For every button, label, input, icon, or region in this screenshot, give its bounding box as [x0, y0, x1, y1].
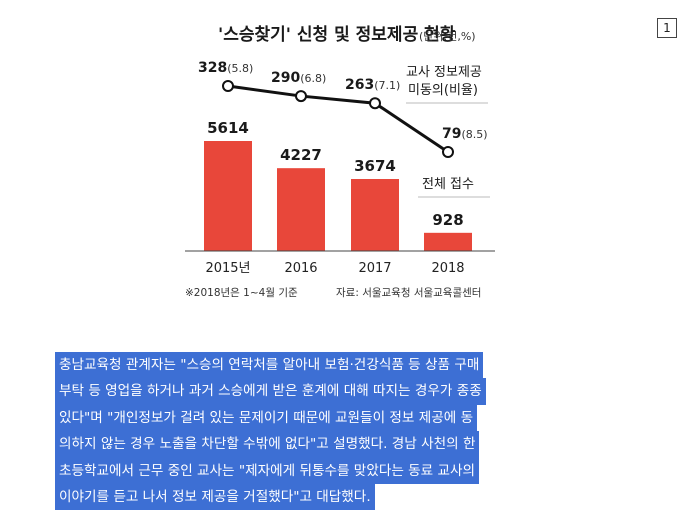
chart-source: 자료: 서울교육청 서울교육콜센터: [336, 287, 481, 299]
line-value-label: 328(5.8): [198, 60, 253, 76]
line-point: [222, 80, 234, 92]
line-point: [442, 146, 454, 158]
chart-svg: '스승찾기' 신청 및 정보제공 현황 (단위:건,%) 5614 4227 367…: [185, 24, 495, 299]
line-layer: 328(5.8) 290(6.8) 263(7.1) 79(8.5): [198, 60, 488, 158]
line-ratio: (5.8): [227, 62, 253, 75]
article-line: 이야기를 듣고 나서 정보 제공을 거절했다"고 대답했다.: [55, 483, 375, 511]
line-value-label: 79(8.5): [442, 126, 488, 142]
legend-line-label-1: 교사 정보제공: [406, 65, 482, 80]
x-tick-labels: 2015년 2016 2017 2018: [205, 261, 464, 276]
line-value: 79: [442, 126, 461, 142]
line-value-label: 263(7.1): [345, 77, 400, 93]
article-line: 의하지 않는 경우 노출을 차단할 수밖에 없다"고 설명했다. 경남 사천의 …: [55, 431, 480, 458]
bar: [424, 232, 472, 251]
x-tick-label: 2018: [431, 261, 464, 276]
x-tick-label: 2015년: [205, 261, 250, 276]
x-tick-label: 2016: [284, 261, 317, 276]
line-value: 290: [271, 70, 300, 86]
bar-value-label: 5614: [207, 119, 249, 137]
bar: [277, 168, 325, 251]
chart-footnote: ※2018년은 1~4월 기준: [185, 287, 298, 299]
page-number-badge: 1: [657, 18, 677, 38]
bars-layer: 5614 4227 3674 928: [204, 119, 472, 251]
article-line: 초등학교에서 근무 중인 교사는 "제자에게 뒤통수를 맞았다는 동료 교사의: [55, 457, 480, 484]
chart-title: '스승찾기' 신청 및 정보제공 현황: [218, 24, 456, 45]
line-ratio: (7.1): [374, 79, 400, 92]
bar-value-label: 3674: [354, 157, 396, 175]
line-point: [369, 97, 381, 110]
x-tick-label: 2017: [358, 261, 391, 276]
bar: [351, 179, 399, 251]
bar-value-label: 928: [432, 211, 463, 229]
article-line: 충남교육청 관계자는 "스승의 연락처를 알아내 보험·건강식품 등 상품 구매: [55, 352, 484, 379]
bar-value-label: 4227: [280, 146, 322, 164]
bar: [204, 141, 252, 251]
article-line: 부탁 등 영업을 하거나 과거 스승에게 받은 훈계에 대해 따지는 경우가 종…: [55, 378, 486, 405]
line-ratio: (6.8): [300, 72, 326, 85]
legend-line-label-2: 미동의(비율): [408, 83, 478, 98]
article-line: 있다"며 "개인정보가 걸려 있는 문제이기 때문에 교원들이 정보 제공에 동: [55, 404, 478, 432]
line-value: 263: [345, 77, 374, 93]
line-ratio: (8.5): [461, 128, 487, 141]
legend-bar-label: 전체 접수: [422, 177, 474, 192]
line-point: [295, 90, 307, 103]
line-value-label: 290(6.8): [271, 70, 326, 86]
article-text: 충남교육청 관계자는 "스승의 연락처를 알아내 보험·건강식품 등 상품 구매…: [55, 352, 635, 511]
chart-container: '스승찾기' 신청 및 정보제공 현황 (단위:건,%) 5614 4227 367…: [185, 24, 495, 299]
line-series-path: [227, 84, 449, 154]
chart-unit: (단위:건,%): [419, 30, 476, 43]
line-value: 328: [198, 60, 227, 76]
